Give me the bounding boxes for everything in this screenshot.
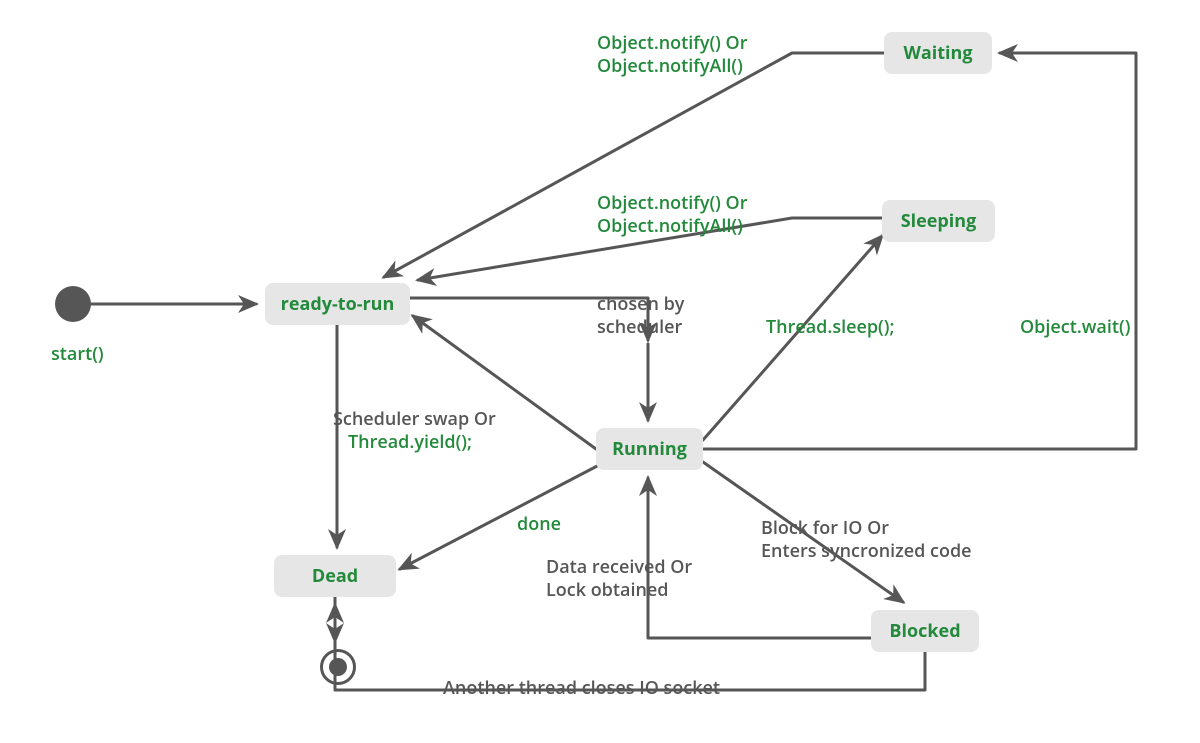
label-waiting-notify: Object.notify() Or Object.notifyAll() <box>597 32 747 77</box>
label-object-wait: Object.wait() <box>1020 316 1130 339</box>
thread-state-diagram: ready-to-run Running Waiting Sleeping Bl… <box>0 0 1200 743</box>
node-sleeping: Sleeping <box>882 200 995 242</box>
label-done-l1: done <box>517 512 561 536</box>
label-data-received-l2: Lock obtained <box>546 578 668 602</box>
label-waiting-notify-l1: Object.notify() Or <box>597 31 747 55</box>
label-sleeping-notify-l1: Object.notify() Or <box>597 191 747 215</box>
label-scheduler-swap-a-l1: Scheduler swap Or <box>333 407 496 431</box>
edge-running-to-wait <box>703 53 1136 449</box>
node-dead-label: Dead <box>312 564 358 588</box>
node-blocked: Blocked <box>871 610 979 652</box>
node-waiting: Waiting <box>884 32 992 74</box>
end-node <box>320 649 356 685</box>
label-waiting-notify-l2: Object.notifyAll() <box>597 54 743 78</box>
label-data-received-l1: Data received Or <box>546 555 692 579</box>
node-ready-label: ready-to-run <box>281 292 395 316</box>
label-scheduler-swap-b: Thread.yield(); <box>348 431 472 454</box>
node-blocked-label: Blocked <box>889 619 960 643</box>
label-object-wait-l1: Object.wait() <box>1020 315 1130 339</box>
edge-running-to-dead <box>400 464 601 569</box>
node-dead: Dead <box>274 555 396 597</box>
label-sleeping-notify-l2: Object.notifyAll() <box>597 214 743 238</box>
label-scheduler-swap-b-l1: Thread.yield(); <box>348 430 472 454</box>
node-waiting-label: Waiting <box>903 41 972 65</box>
label-block-io-l1: Block for IO Or <box>761 516 889 540</box>
label-done: done <box>517 513 561 536</box>
start-node <box>55 286 91 322</box>
label-chosen-l1: chosen by <box>597 292 684 316</box>
label-data-received: Data received Or Lock obtained <box>546 556 692 601</box>
label-another-thread-l1: Another thread closes IO socket <box>443 676 720 700</box>
node-running-label: Running <box>612 437 687 461</box>
label-block-io-l2: Enters syncronized code <box>761 539 972 563</box>
node-ready: ready-to-run <box>265 283 410 325</box>
label-scheduler-swap-a: Scheduler swap Or <box>333 408 496 431</box>
node-sleeping-label: Sleeping <box>901 209 977 233</box>
start-label: start() <box>51 343 104 366</box>
label-sleeping-notify: Object.notify() Or Object.notifyAll() <box>597 192 747 237</box>
node-running: Running <box>596 428 703 470</box>
label-thread-sleep: Thread.sleep(); <box>766 316 894 339</box>
label-chosen-l2: scheduler <box>597 315 682 339</box>
label-another-thread: Another thread closes IO socket <box>443 677 720 700</box>
edges-layer <box>0 0 1200 743</box>
label-thread-sleep-l1: Thread.sleep(); <box>766 315 894 339</box>
label-block-io: Block for IO Or Enters syncronized code <box>761 517 972 562</box>
label-chosen: chosen by scheduler <box>597 293 684 338</box>
